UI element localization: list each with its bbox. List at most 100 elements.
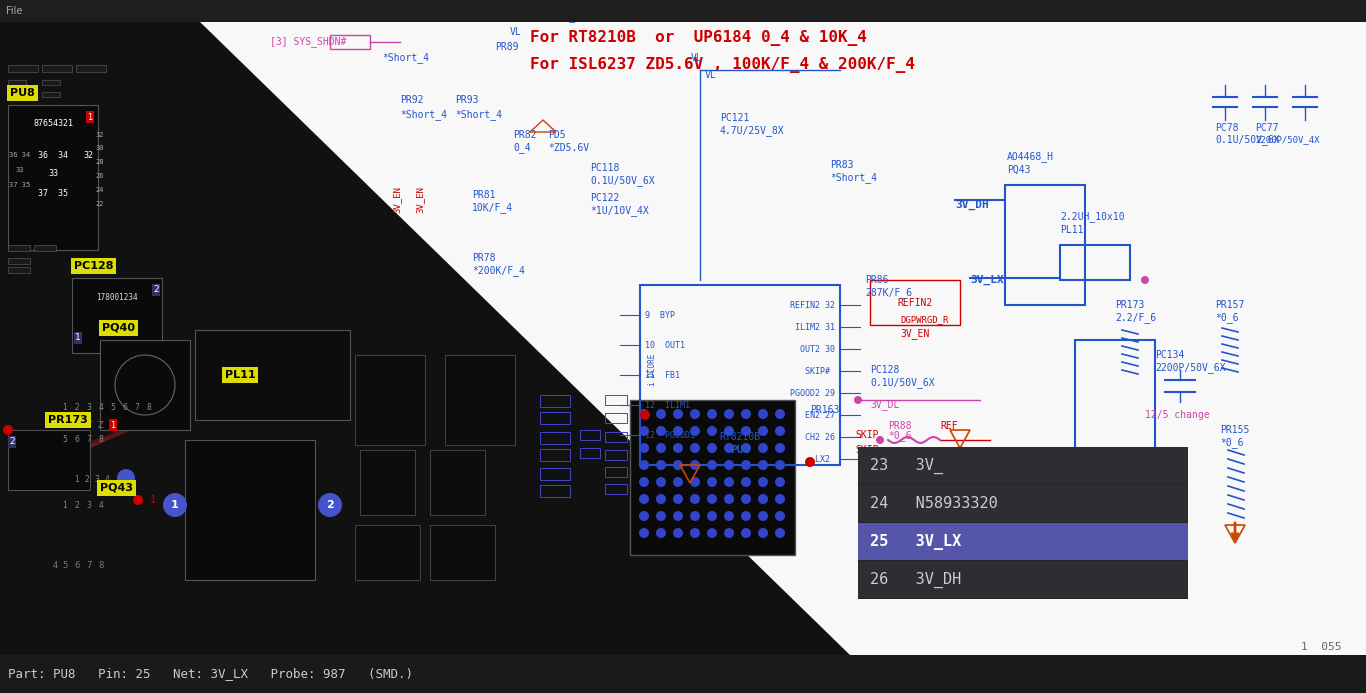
Text: 1: 1	[75, 475, 79, 484]
Circle shape	[639, 460, 649, 470]
Text: 6: 6	[75, 435, 79, 444]
Text: 37  35: 37 35	[38, 188, 68, 198]
FancyBboxPatch shape	[858, 523, 1188, 560]
Circle shape	[673, 528, 683, 538]
Circle shape	[133, 495, 143, 505]
Circle shape	[656, 409, 667, 419]
Circle shape	[656, 528, 667, 538]
Text: 1: 1	[111, 421, 116, 430]
Text: 5: 5	[63, 435, 67, 444]
Text: 287K/F_6: 287K/F_6	[865, 288, 912, 299]
Text: 0.1U/50V_6X: 0.1U/50V_6X	[1214, 134, 1280, 146]
Text: 32: 32	[96, 132, 104, 138]
Text: PR155: PR155	[1220, 425, 1250, 435]
Circle shape	[690, 460, 699, 470]
Text: 0_6: 0_6	[888, 459, 906, 471]
Circle shape	[805, 457, 816, 467]
Text: 37 35: 37 35	[10, 182, 30, 188]
Text: PR163: PR163	[810, 405, 839, 415]
Text: PR78: PR78	[473, 253, 496, 263]
Text: 9  BYP: 9 BYP	[645, 310, 675, 319]
Text: 178001234: 178001234	[96, 294, 138, 303]
Circle shape	[656, 494, 667, 504]
Text: 3: 3	[86, 403, 92, 412]
Text: 4: 4	[105, 475, 109, 484]
Text: 4: 4	[52, 561, 57, 570]
Circle shape	[724, 477, 734, 487]
Circle shape	[639, 409, 649, 419]
Text: PL11: PL11	[1060, 225, 1083, 235]
Circle shape	[758, 443, 768, 453]
Circle shape	[724, 511, 734, 521]
Circle shape	[740, 460, 751, 470]
Circle shape	[639, 494, 649, 504]
FancyBboxPatch shape	[8, 267, 30, 273]
Polygon shape	[0, 22, 850, 655]
Text: 1: 1	[75, 333, 81, 342]
Text: AO4710_L: AO4710_L	[1076, 475, 1124, 486]
Text: 0_4: 0_4	[514, 143, 530, 153]
Circle shape	[656, 460, 667, 470]
Circle shape	[740, 409, 751, 419]
Text: PC77: PC77	[1255, 123, 1279, 133]
Circle shape	[854, 396, 862, 404]
Text: PR83: PR83	[831, 160, 854, 170]
Circle shape	[656, 511, 667, 521]
FancyBboxPatch shape	[100, 340, 190, 430]
Text: OUT2 30: OUT2 30	[800, 344, 835, 353]
Circle shape	[758, 460, 768, 470]
Circle shape	[775, 443, 785, 453]
Text: 36  34: 36 34	[38, 150, 68, 159]
Circle shape	[708, 443, 717, 453]
Text: 36 34: 36 34	[10, 152, 30, 158]
Text: 2: 2	[153, 286, 158, 295]
Text: PC128: PC128	[870, 365, 899, 375]
FancyBboxPatch shape	[8, 65, 38, 72]
Text: 28: 28	[96, 159, 104, 165]
Text: 25   3V_LX: 25 3V_LX	[870, 534, 962, 550]
Text: 3V_EN: 3V_EN	[415, 186, 425, 213]
FancyBboxPatch shape	[858, 447, 1188, 484]
Circle shape	[724, 443, 734, 453]
Text: MAIND: MAIND	[60, 9, 92, 19]
Circle shape	[775, 528, 785, 538]
Circle shape	[775, 460, 785, 470]
Text: 4.7U/25V_8X: 4.7U/25V_8X	[720, 125, 784, 137]
Text: DGPWRGD_R: DGPWRGD_R	[900, 315, 948, 324]
Text: LX2: LX2	[816, 455, 835, 464]
Text: Z: Z	[98, 421, 104, 430]
Text: 0.1U/50V_6X: 0.1U/50V_6X	[590, 175, 654, 186]
Circle shape	[775, 477, 785, 487]
Text: A: A	[61, 421, 68, 430]
Text: PQ43: PQ43	[100, 483, 133, 493]
Text: 1: 1	[87, 112, 93, 121]
Text: 8: 8	[146, 403, 152, 412]
Text: For RT8210B  or  UP6184 0_4 & 10K_4: For RT8210B or UP6184 0_4 & 10K_4	[530, 30, 867, 46]
Circle shape	[690, 477, 699, 487]
Text: 2: 2	[326, 500, 333, 510]
Text: PR86: PR86	[865, 275, 888, 285]
Circle shape	[639, 477, 649, 487]
FancyBboxPatch shape	[42, 65, 72, 72]
Circle shape	[740, 443, 751, 453]
Circle shape	[758, 477, 768, 487]
Circle shape	[639, 511, 649, 521]
FancyBboxPatch shape	[858, 561, 1188, 598]
Circle shape	[876, 436, 884, 444]
Circle shape	[740, 511, 751, 521]
Text: 39K/F_4: 39K/F_4	[540, 12, 581, 22]
Text: 2: 2	[75, 403, 79, 412]
FancyBboxPatch shape	[34, 245, 56, 251]
Text: T: T	[86, 421, 92, 430]
Text: 26: 26	[96, 173, 104, 179]
Circle shape	[708, 460, 717, 470]
FancyBboxPatch shape	[355, 525, 419, 580]
Circle shape	[656, 443, 667, 453]
Text: PR89: PR89	[494, 42, 519, 52]
Text: REF: REF	[940, 421, 958, 431]
Text: 12/5 change: 12/5 change	[1145, 410, 1210, 420]
Text: For ISL6237 ZD5.6V , 100K/F_4 & 200K/F_4: For ISL6237 ZD5.6V , 100K/F_4 & 200K/F_4	[530, 57, 915, 73]
Text: PU8: PU8	[729, 445, 750, 455]
Text: 0.1U/50V_6X: 0.1U/50V_6X	[870, 378, 934, 389]
Circle shape	[708, 426, 717, 436]
